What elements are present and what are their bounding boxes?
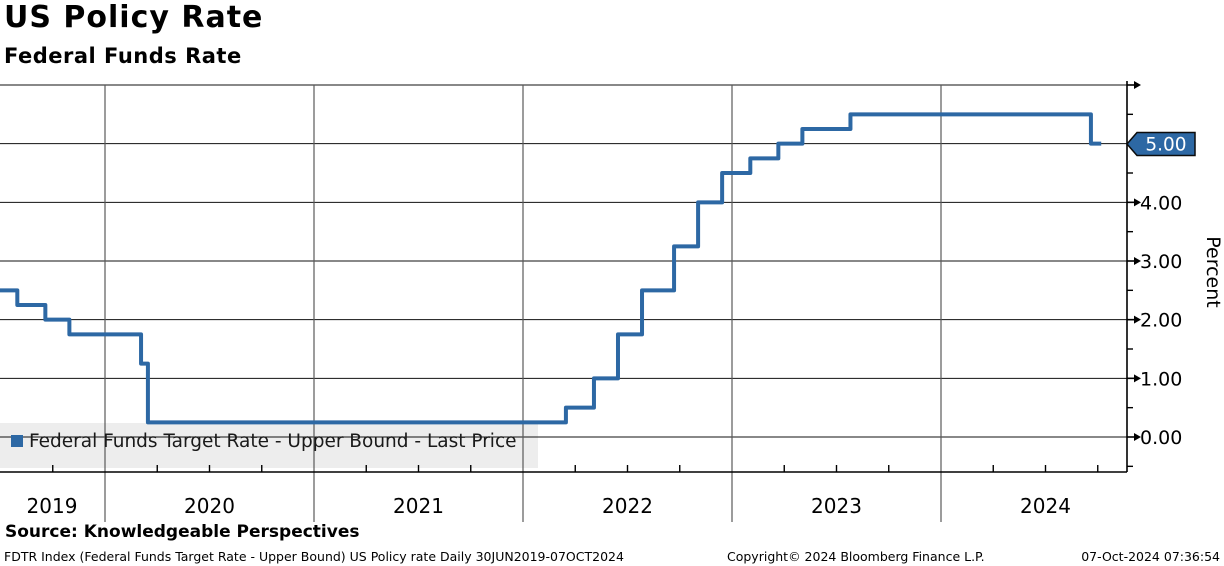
x-year-label: 2024	[1020, 494, 1071, 518]
x-year-label: 2021	[393, 494, 444, 518]
y-axis-title: Percent	[1202, 236, 1224, 308]
y-tick-label: 0.00	[1140, 427, 1182, 449]
page-subtitle: Federal Funds Rate	[4, 44, 242, 68]
legend-label: Federal Funds Target Rate - Upper Bound …	[29, 431, 517, 452]
legend-background-layer	[0, 423, 538, 468]
gridlines-layer	[0, 84, 1127, 522]
last-price-tag[interactable]: 5.00	[1126, 131, 1196, 157]
y-major-tick-arrow-icon	[1134, 80, 1141, 89]
page-title: US Policy Rate	[4, 0, 264, 35]
legend-swatch-icon	[11, 435, 23, 447]
y-tick-label: 3.00	[1140, 251, 1182, 273]
x-year-label: 2022	[602, 494, 653, 518]
y-major-tick-arrow-icon	[1134, 198, 1141, 207]
axes-layer	[0, 81, 1128, 473]
y-major-tick-arrow-icon	[1134, 315, 1141, 324]
x-year-label: 2020	[184, 494, 235, 518]
copyright-text: Copyright© 2024 Bloomberg Finance L.P.	[727, 549, 985, 564]
y-tick-label: 4.00	[1140, 192, 1182, 214]
source-text: Source: Knowledgeable Perspectives	[5, 522, 360, 542]
timestamp-text: 07-Oct-2024 07:36:54	[1081, 549, 1220, 564]
price-tag-icon	[1126, 131, 1196, 157]
axis-labels-layer: 0.00 1.00 2.00 3.00 4.00 2019 2020 2021 2022 2023…	[27, 192, 1183, 518]
y-tick-label: 2.00	[1140, 310, 1182, 332]
y-major-tick-arrow-icon	[1134, 433, 1141, 441]
legend-box	[0, 423, 538, 468]
x-year-label: 2023	[811, 494, 862, 518]
x-year-label: 2019	[27, 494, 78, 518]
y-major-tick-arrow-icon	[1134, 256, 1141, 265]
data-line-layer	[0, 112, 1102, 425]
fed-funds-step-line	[0, 112, 1102, 425]
ticker-description: FDTR Index (Federal Funds Target Rate - …	[4, 549, 624, 564]
last-price-value: 5.00	[1145, 135, 1186, 156]
y-tick-label: 1.00	[1140, 368, 1182, 390]
legend-item[interactable]: Federal Funds Target Rate - Upper Bound …	[0, 423, 538, 468]
y-major-tick-arrow-icon	[1134, 374, 1141, 383]
